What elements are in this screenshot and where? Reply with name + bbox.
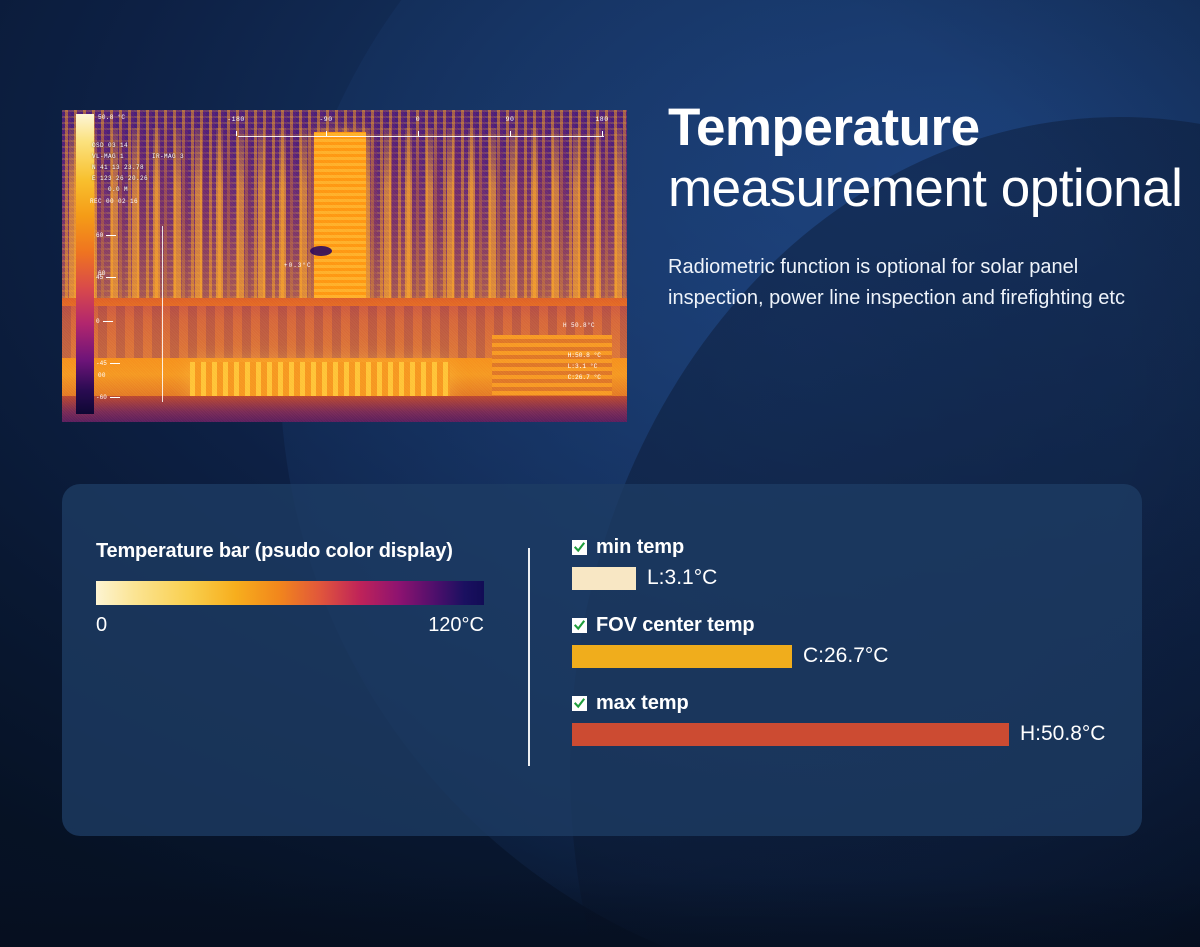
- checkbox-checked-icon[interactable]: [572, 696, 587, 711]
- pitch-label: -60: [96, 394, 107, 401]
- compass-label: -90: [319, 116, 333, 123]
- pitch-label: 60: [96, 232, 104, 239]
- thermal-hotspot-tag: H 50.8°C: [562, 322, 595, 329]
- reading-header: min temp: [572, 536, 1112, 559]
- page-title-line-2: measurement optional: [668, 159, 1183, 218]
- thermal-camera-image: 50.8 °C 60 00 OSD 03 14 VL-MAG 1 IR-MAG …: [62, 110, 627, 422]
- compass-label: 90: [505, 116, 515, 123]
- reading-bar-line: H:50.8°C: [572, 722, 1112, 746]
- page-title-line-1: Temperature: [668, 98, 980, 157]
- thermal-center-readout: +0.3°C: [284, 262, 312, 269]
- pitch-tick: [109, 397, 120, 398]
- thermal-osd-telemetry: OSD 03 14 VL-MAG 1 IR-MAG 3 N 41 13 23.7…: [92, 142, 185, 193]
- compass-tick: [236, 131, 237, 136]
- reading-row-min-temp: min temp L:3.1°C: [572, 536, 1112, 590]
- reading-value-min-temp: L:3.1°C: [647, 566, 718, 589]
- thermal-pitch-axis-line: [162, 226, 163, 402]
- page-subtitle: Radiometric function is optional for sol…: [668, 256, 1125, 309]
- reading-label-max-temp: max temp: [596, 692, 689, 714]
- pitch-label: 45: [96, 274, 104, 281]
- reading-bar-line: C:26.7°C: [572, 644, 1112, 668]
- info-panel: Temperature bar (psudo color display) 0 …: [62, 484, 1142, 836]
- pitch-label: -45: [96, 360, 107, 367]
- pitch-tick: [106, 235, 117, 236]
- compass-label: -180: [227, 116, 245, 123]
- checkbox-checked-icon[interactable]: [572, 618, 587, 633]
- reading-value-max-temp: H:50.8°C: [1020, 722, 1106, 745]
- thermal-colorbar: [76, 114, 94, 414]
- reading-bar-line: L:3.1°C: [572, 566, 1112, 590]
- reading-row-max-temp: max temp H:50.8°C: [572, 692, 1112, 746]
- thermal-tower-building: [314, 132, 366, 322]
- reading-bar-fov-center-temp: [572, 644, 792, 668]
- thermal-compass-axis-line: [238, 136, 604, 137]
- pitch-tick: [106, 277, 117, 278]
- thermal-colorbar-mid-label: 60: [98, 270, 106, 277]
- thermal-pitch-ladder: 60 45 0 -45 -60: [96, 232, 152, 402]
- reading-header: max temp: [572, 692, 1112, 715]
- pitch-label: 0: [96, 318, 100, 325]
- thermal-compass-ribbon: -180 -90 0 90 180: [227, 116, 612, 142]
- reading-bar-min-temp: [572, 566, 636, 590]
- compass-tick: [326, 131, 327, 136]
- reading-header: FOV center temp: [572, 614, 1112, 637]
- compass-label: 0: [415, 116, 421, 123]
- reading-bar-max-temp: [572, 722, 1009, 746]
- reading-label-min-temp: min temp: [596, 536, 685, 558]
- panel-divider: [528, 548, 530, 766]
- pitch-tick: [109, 363, 120, 364]
- temperature-readings-section: min temp L:3.1°C FOV center temp C:26.7°…: [572, 536, 1112, 746]
- thermal-colorbar-max-label: 50.8 °C: [98, 114, 126, 121]
- compass-tick: [510, 131, 511, 136]
- compass-tick: [418, 131, 419, 136]
- temperature-bar-section: Temperature bar (psudo color display) 0 …: [96, 540, 516, 637]
- compass-label: 180: [595, 116, 609, 123]
- headline-block: Temperature measurement optional Radiome…: [668, 98, 1183, 314]
- thermal-osd-rec-timer: REC 00 02 16: [90, 198, 139, 205]
- bottom-shadow-strip: [0, 877, 1200, 947]
- temperature-bar-title: Temperature bar (psudo color display): [96, 540, 453, 562]
- temperature-bar-scale: 0 120°C: [96, 614, 484, 637]
- thermal-foreground: [62, 396, 627, 422]
- temperature-bar-max-label: 120°C: [428, 614, 484, 636]
- reading-row-fov-center-temp: FOV center temp C:26.7°C: [572, 614, 1112, 668]
- thermal-noise-overlay: [62, 110, 627, 422]
- reading-label-fov-center-temp: FOV center temp: [596, 614, 755, 636]
- pitch-tick: [102, 321, 113, 322]
- temperature-gradient-bar: [96, 581, 484, 605]
- thermal-cold-spot-blob: [310, 246, 332, 256]
- checkbox-checked-icon[interactable]: [572, 540, 587, 555]
- reading-value-fov-center-temp: C:26.7°C: [803, 644, 889, 667]
- temperature-bar-min-label: 0: [96, 614, 108, 636]
- thermal-corner-readouts: H:50.8 °C L:3.1 °C C:26.7 °C: [567, 352, 601, 381]
- compass-tick: [602, 131, 603, 136]
- thermal-colorbar-min-label: 00: [98, 372, 106, 379]
